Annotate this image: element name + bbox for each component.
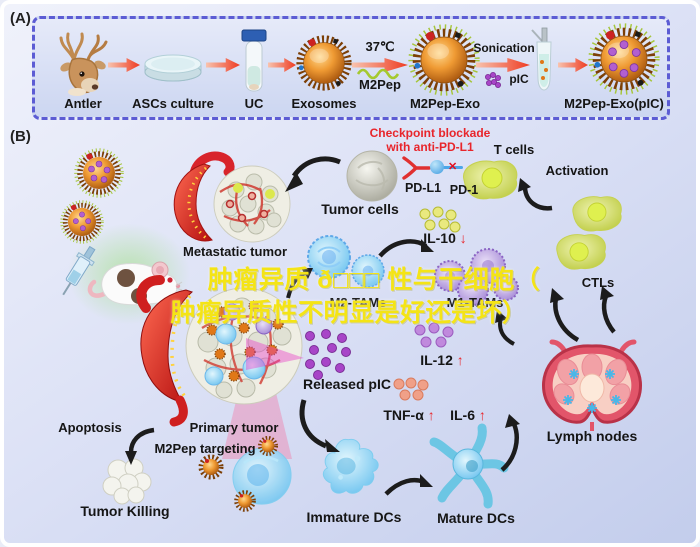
pd1-link-line [443,166,463,169]
il12-up-arrow: ↑ [456,352,464,368]
ultracentrifuge-tube-icon [241,29,267,92]
t-cell-illustration [463,160,518,200]
il10-label: IL-10 ↓ [410,230,480,246]
pd-l1-label: PD-L1 [404,181,442,195]
activation-label: Activation [545,163,609,178]
immature-dc-cell [322,438,379,494]
cytokine-dots-yellow [419,206,461,233]
primary-tumor-illustration [136,275,304,427]
sonication-tube-icon [531,27,552,91]
panel-b-tag: (B) [10,128,31,145]
tumor-killing-label: Tumor Killing [80,503,170,519]
mouse-icon [87,261,183,306]
m1-tams-label: M1-TAMs [446,295,504,310]
metastatic-tumor-illustration [173,151,291,243]
il12-label: IL-12 ↑ [406,352,478,368]
m2pep-peptide-icon [356,68,400,80]
mini-exosome-icon [198,454,224,480]
temperature-label: 37℃ [365,39,395,54]
apoptosis-label: Apoptosis [58,420,122,435]
mature-dcs-label: Mature DCs [437,510,515,526]
il6-up-arrow: ↑ [478,407,486,423]
exosome-icon [296,35,352,91]
released-pic-dots [305,329,351,380]
arrow-tumor-to-m2 [286,268,313,299]
step-label-m2pep-exo-pic: M2Pep-Exo(pIC) [564,96,664,111]
m2pep-label: M2Pep [359,77,401,92]
m2-tams-label: M2-TAMs [329,295,387,310]
tnf-label: TNF-α ↑ [376,407,442,423]
lymph-node-illustration [542,339,642,431]
dead-tumor-cell [102,458,152,505]
anti-pdl1-antibody-icon [402,156,431,180]
panel-a-box [32,16,670,120]
lymph-nodes-label: Lymph nodes [546,428,638,444]
step-label-m2pep-exo: M2Pep-Exo [409,96,481,111]
sonication-label: Sonication [473,41,535,55]
il10-text: IL-10 [423,230,456,246]
arrow-dc-to-lymph [500,414,520,472]
arrow-pic-to-immature-dc [299,399,340,452]
arrow-immature-to-mature [384,474,433,496]
m2pep-exo-icon [408,24,480,96]
pic-label: pIC [509,72,529,86]
m2pep-exo-pic-icon [588,23,660,95]
arrow-lymph-to-ctls [550,288,580,342]
checkpoint-caption: Checkpoint blockade with anti-PD-L1 [354,126,506,155]
pd-1-label: PD-1 [449,183,479,197]
tumor-cells-label: Tumor cells [321,201,399,217]
injected-exosome-icon [74,148,124,198]
arrow-m1-to-ctls [495,310,515,346]
step-label-uc: UC [244,96,264,111]
mini-exosome-icon [258,436,278,456]
pdl1-molecule-icon [430,160,444,174]
petri-dish-icon [144,54,202,82]
deer-antler-icon [59,32,108,96]
checkpoint-line1: Checkpoint blockade [369,126,491,140]
arrow-to-ctls [600,286,616,334]
m1-tam-cells [434,248,519,306]
injected-exosome-icon [60,200,104,244]
il6-label: IL-6 ↑ [442,407,494,423]
t-cells-label: T cells [493,142,535,157]
il12-text: IL-12 [420,352,453,368]
step-label-exosomes: Exosomes [291,96,357,111]
primary-tumor-label: Primary tumor [189,420,279,435]
m2-tam-cell [351,254,385,288]
pic-dots-icon [485,72,501,88]
arrow-ctl-to-tcell [518,178,553,211]
targeted-macrophage-cell [232,447,292,505]
arrow-apoptosis [125,427,155,465]
arrow-tumorcells-to-metastatic [285,156,341,192]
ctl-cell-illustration [572,196,622,232]
tnf-up-arrow: ↑ [427,407,435,423]
metastatic-tumor-label: Metastatic tumor [182,244,288,259]
syringe-icon [62,245,96,296]
released-pic-label: Released pIC [303,376,391,392]
tnf-text: TNF-α [383,407,424,423]
m2pep-targeting-label: M2Pep targeting [154,441,256,456]
watermark-line1: 肿瘤异质 ð□□□ 性与干细胞（ [207,266,541,294]
cytokine-dots-salmon [393,377,429,401]
checkpoint-line2: with anti-PD-L1 [386,140,474,155]
m2-tam-cell [307,235,351,279]
mature-dc-cell [429,423,509,509]
mini-exosome-icon [234,490,256,512]
tumor-cell-illustration [346,150,398,202]
watermark-line2: 肿瘤异质性不明显是好还是坏） [170,299,528,327]
ctls-label: CTLs [581,275,615,290]
step-label-antler: Antler [64,96,102,111]
il10-down-arrow: ↓ [459,230,467,246]
step-label-ascs-culture: ASCs culture [132,96,214,111]
arrow-m2-to-m1 [378,239,434,258]
immature-dcs-label: Immature DCs [306,509,402,525]
cytokine-dots-purple [414,322,454,348]
blocked-x-icon: ✕ [448,161,458,173]
il6-text: IL-6 [450,407,475,423]
ctl-cell-illustration [556,234,606,270]
panel-a-tag: (A) [10,10,31,27]
